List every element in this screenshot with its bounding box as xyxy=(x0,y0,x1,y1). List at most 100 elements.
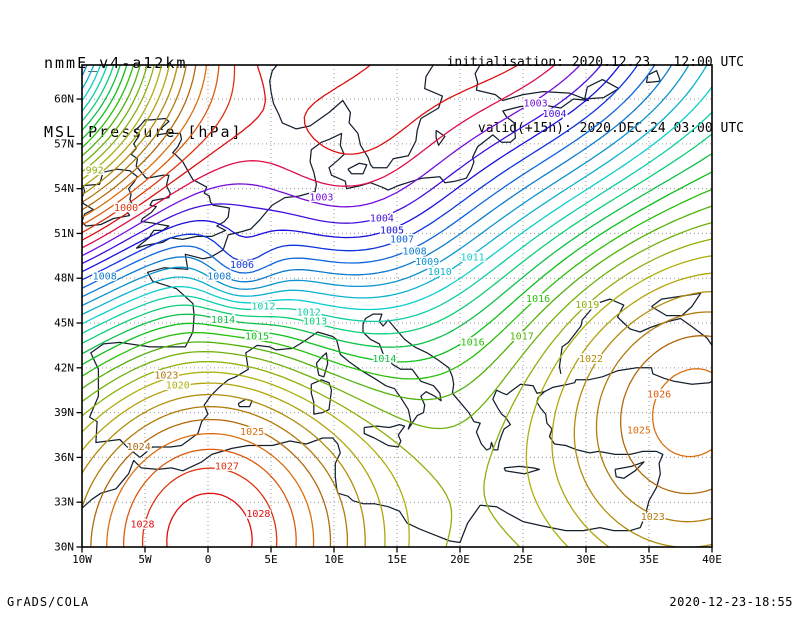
contour-label: 1006 xyxy=(230,260,254,271)
grads-credit: GrADS/COLA xyxy=(7,595,90,609)
contour-label: 1012 xyxy=(251,302,275,313)
contour-label: 1010 xyxy=(428,267,452,278)
contour-label: 1008 xyxy=(207,272,231,283)
contour-label: 1025 xyxy=(240,427,264,438)
contour-level-991 xyxy=(82,65,148,165)
contour-level-988 xyxy=(82,65,128,140)
lon-tick-label: 15E xyxy=(387,553,407,566)
contour-level-998 xyxy=(82,65,208,218)
lon-tick-label: 40E xyxy=(702,553,722,566)
contour-label: 1027 xyxy=(215,461,239,472)
contour-level-997 xyxy=(82,65,197,211)
lat-tick-label: 48N xyxy=(54,272,74,285)
contour-level-992 xyxy=(82,65,155,173)
lat-tick-label: 45N xyxy=(54,317,74,330)
contour-level-1013 xyxy=(82,133,712,344)
contour-level-1011 xyxy=(82,86,712,325)
contour-level-1015 xyxy=(82,171,712,366)
contour-level-1022 xyxy=(82,290,712,547)
lat-tick-label: 39N xyxy=(54,406,74,419)
contour-label: 1003 xyxy=(309,193,333,204)
contour-level-1004 xyxy=(82,65,602,265)
valid-time-label: valid(+15h): 2020.DEC.24 03:00 UTC xyxy=(477,121,744,136)
contour-label: 1022 xyxy=(579,354,603,365)
lat-tick-label: 57N xyxy=(54,137,74,150)
contour-level-994 xyxy=(82,65,170,188)
contour-level-999 xyxy=(82,65,220,226)
contour-level-1025 xyxy=(106,368,712,547)
contour-label: 1013 xyxy=(303,317,327,328)
contour-label: 1024 xyxy=(127,442,151,453)
contour-level-1024 xyxy=(90,335,712,547)
lat-tick-label: 42N xyxy=(54,361,74,374)
contour-level-1016 xyxy=(82,188,712,380)
contour-level-993 xyxy=(82,65,163,181)
contour-label: 992 xyxy=(86,166,104,177)
contour-level-1017 xyxy=(82,205,712,401)
lon-tick-label: 30E xyxy=(576,553,596,566)
contour-label: 1005 xyxy=(380,225,404,236)
contour-label: 1023 xyxy=(154,370,178,381)
lon-tick-label: 5E xyxy=(264,553,277,566)
contour-level-1001 xyxy=(82,65,519,241)
contour-level-1003 xyxy=(82,65,581,257)
contour-level-1012 xyxy=(82,111,712,334)
lon-tick-label: 25E xyxy=(513,553,533,566)
contour-level-984 xyxy=(82,65,102,102)
contour-level-1010 xyxy=(82,65,708,316)
contour-label: 1016 xyxy=(526,294,550,305)
contour-labels: 1003100410051007100810091010101110031004… xyxy=(84,97,673,532)
contour-level-1021 xyxy=(82,272,712,547)
lat-tick-label: 60N xyxy=(54,93,74,106)
contour-level-1000 xyxy=(82,65,236,234)
lat-tick-label: 54N xyxy=(54,182,74,195)
pressure-contours xyxy=(82,65,712,547)
lat-tick-label: 30N xyxy=(54,541,74,554)
contour-label: 1004 xyxy=(542,109,566,120)
contour-level-1026 xyxy=(122,448,297,547)
contour-label: 1025 xyxy=(627,426,651,437)
lon-tick-label: 10W xyxy=(72,553,92,566)
contour-level-996 xyxy=(82,65,187,203)
contour-label: 1009 xyxy=(415,257,439,268)
lat-tick-label: 51N xyxy=(54,227,74,240)
contour-level-1028 xyxy=(166,492,253,547)
contour-level-995 xyxy=(82,65,179,196)
contour-label: 1004 xyxy=(370,214,394,225)
lon-tick-label: 5W xyxy=(138,553,152,566)
contour-label: 1017 xyxy=(510,331,534,342)
contour-label: 1015 xyxy=(245,331,269,342)
map-frame xyxy=(81,64,713,548)
contour-level-987 xyxy=(82,65,121,131)
contour-label: 1028 xyxy=(246,509,270,520)
lon-tick-label: 35E xyxy=(639,553,659,566)
contour-label: 1026 xyxy=(647,390,671,401)
contour-label: 1028 xyxy=(130,520,154,531)
contour-label: 1019 xyxy=(575,300,599,311)
contour-level-1020 xyxy=(82,255,712,547)
contour-label: 1014 xyxy=(372,354,396,365)
contour-label: 1003 xyxy=(524,99,548,110)
lon-tick-label: 0 xyxy=(205,553,212,566)
contour-level-1014 xyxy=(82,153,712,355)
contour-level-1002 xyxy=(82,65,556,249)
contour-level-1023 xyxy=(82,311,712,547)
contour-level-990 xyxy=(82,65,141,157)
contour-label: 1007 xyxy=(390,234,414,245)
contour-label: 1023 xyxy=(641,512,665,523)
contour-label: 1016 xyxy=(461,337,485,348)
contour-level-1009 xyxy=(82,65,690,307)
contour-level-1005 xyxy=(82,65,621,273)
contour-level-1008 xyxy=(82,65,673,298)
contour-label: 1000 xyxy=(114,203,138,214)
contour-label: 1020 xyxy=(166,381,190,392)
contour-label: 1008 xyxy=(403,246,427,257)
contour-level-1019 xyxy=(82,238,712,547)
contour-level-1018 xyxy=(82,221,712,430)
contour-level-1006 xyxy=(82,65,639,281)
lat-tick-label: 36N xyxy=(54,451,74,464)
